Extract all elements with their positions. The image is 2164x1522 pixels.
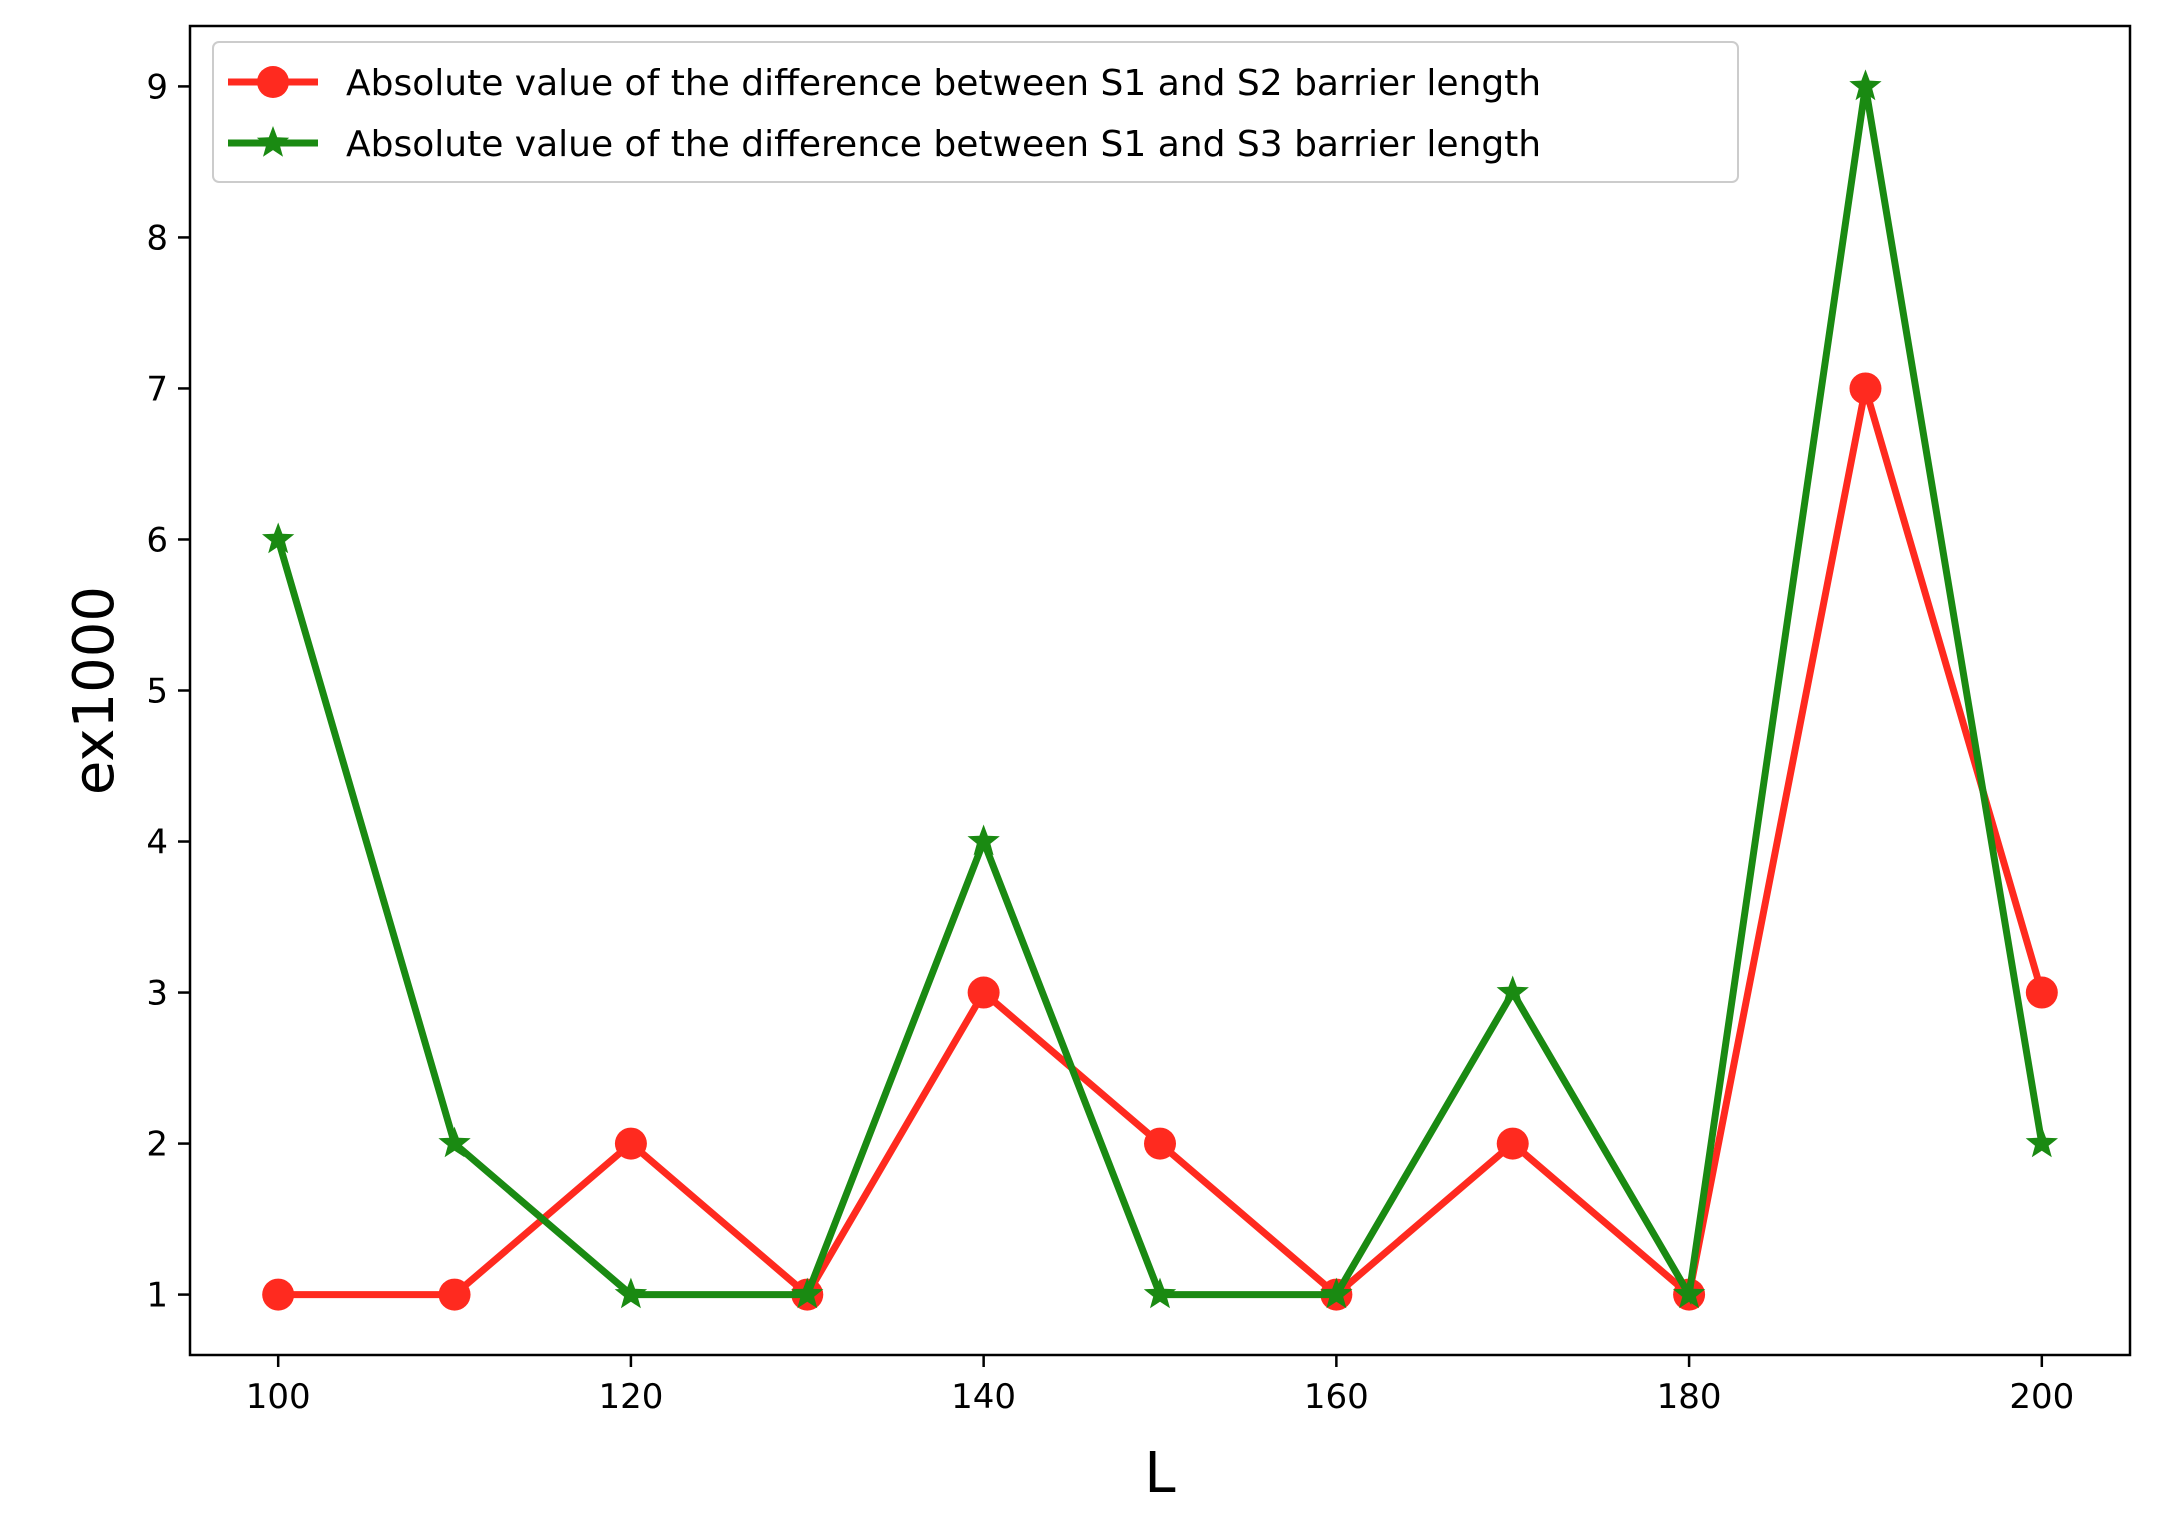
series-2-point [1320, 1277, 1353, 1309]
legend-label: Absolute value of the difference between… [346, 63, 1541, 104]
axes: 100 120 140 160 180 200 1 2 3 4 5 6 7 8 9 [146, 24, 2132, 1417]
series-2-line [274, 85, 2046, 1305]
series-1 [262, 372, 2058, 1311]
y-tick-label: 8 [146, 218, 168, 258]
series-layer [262, 69, 2058, 1311]
y-tick-label: 6 [146, 520, 168, 560]
series-2-point [967, 824, 1000, 856]
series-2-point [262, 522, 295, 554]
series-2-point [1496, 975, 1529, 1007]
x-tick-label: 160 [1304, 1377, 1369, 1417]
y-tick-label: 5 [146, 672, 168, 712]
legend-marker [256, 126, 290, 157]
x-tick-label: 140 [951, 1377, 1016, 1417]
series-2-point [438, 1126, 471, 1158]
series-1-point [614, 1127, 647, 1160]
series-1-point [967, 976, 1000, 1009]
legend-marker [257, 66, 289, 98]
x-tick-label: 100 [246, 1377, 311, 1417]
legend-entry-1: Absolute value of the difference between… [228, 63, 1541, 104]
y-tick-label: 2 [146, 1125, 168, 1165]
series-1-point [2025, 976, 2058, 1009]
series-2-point [1143, 1277, 1177, 1309]
legend-label: Absolute value of the difference between… [346, 124, 1541, 165]
series-1-point [1144, 1127, 1176, 1160]
x-tick-label: 200 [2009, 1377, 2074, 1417]
y-tick-label: 1 [146, 1276, 168, 1316]
legend-entry-2: Absolute value of the difference between… [228, 124, 1541, 165]
series-2-point [791, 1277, 824, 1309]
y-tick-label: 7 [146, 369, 168, 409]
series-2 [262, 69, 2058, 1309]
y-tick-label: 3 [146, 974, 168, 1014]
legend: Absolute value of the difference between… [212, 41, 1739, 183]
legend-box [212, 41, 1739, 183]
x-tick-label: 120 [598, 1377, 663, 1417]
series-1-point [1849, 372, 1882, 405]
series-1-point [262, 1278, 295, 1311]
y-tick-label: 9 [146, 67, 168, 107]
x-axis-label: L [1144, 1441, 1175, 1506]
x-tick-label: 180 [1657, 1377, 1722, 1417]
series-2-point [1849, 69, 1882, 101]
series-1-point [438, 1278, 471, 1311]
series-2-point [1672, 1277, 1706, 1309]
series-2-point [2025, 1126, 2058, 1158]
y-axis-label: ex1000 [62, 586, 127, 795]
y-tick-label: 4 [146, 823, 168, 863]
series-1-point [1496, 1127, 1529, 1160]
series-2-point [614, 1277, 648, 1309]
